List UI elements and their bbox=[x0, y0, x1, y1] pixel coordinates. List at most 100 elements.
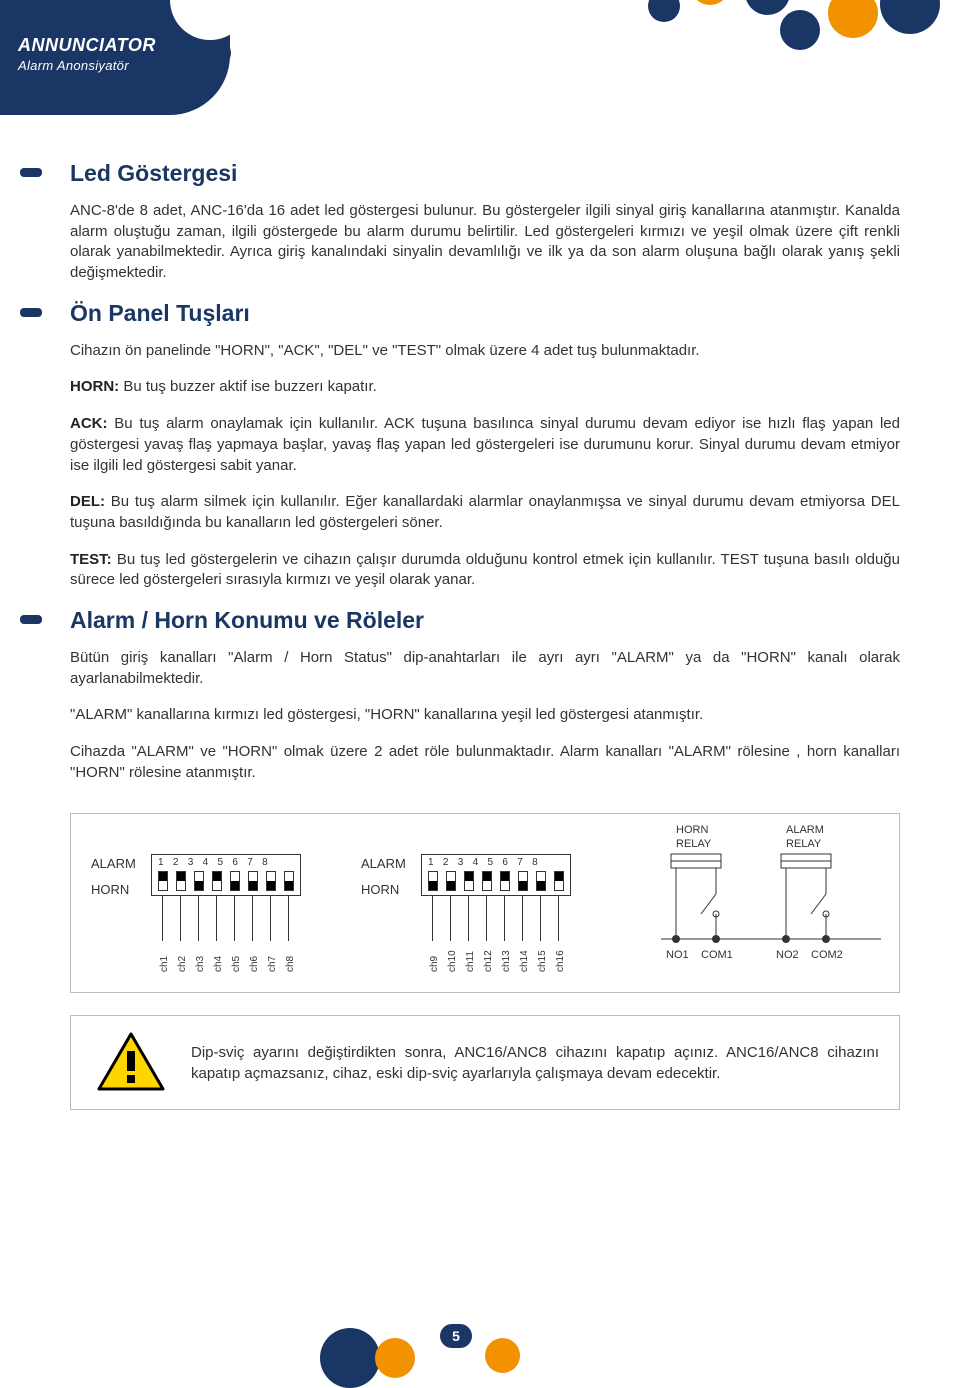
dip-alarm-label: ALARM bbox=[91, 856, 136, 871]
dip-switch bbox=[266, 871, 276, 891]
deco-dot bbox=[690, 0, 730, 5]
test-text: Bu tuş led göstergelerin ve cihazın çalı… bbox=[70, 551, 900, 589]
deco-dot bbox=[205, 40, 231, 66]
relay-para2: "ALARM" kanallarına kırmızı led gösterge… bbox=[70, 705, 900, 726]
ack-text: Bu tuş alarm onaylamak için kullanılır. … bbox=[70, 415, 900, 473]
panel-horn: HORN: Bu tuş buzzer aktif ise buzzerı ka… bbox=[70, 377, 900, 398]
relay-svg bbox=[661, 824, 881, 974]
relay-para1: Bütün giriş kanalları "Alarm / Horn Stat… bbox=[70, 648, 900, 689]
channel-pin bbox=[558, 896, 559, 941]
dip-switch bbox=[482, 871, 492, 891]
channel-label: ch11 bbox=[465, 942, 476, 972]
dip-switch bbox=[518, 871, 528, 891]
relay-schematic: HORN RELAY ALARM RELAY bbox=[661, 824, 881, 974]
channel-label: ch12 bbox=[483, 942, 494, 972]
channel-pin bbox=[234, 896, 235, 941]
section-panel: Ön Panel Tuşları bbox=[70, 300, 900, 327]
channel-pin bbox=[270, 896, 271, 941]
dip-switch bbox=[230, 871, 240, 891]
dip-alarm-label: ALARM bbox=[361, 856, 406, 871]
deco-dot bbox=[880, 0, 940, 34]
deco-dot bbox=[173, 95, 191, 113]
channel-label: ch5 bbox=[231, 942, 242, 972]
channel-label: ch8 bbox=[285, 942, 296, 972]
channel-label: ch13 bbox=[501, 942, 512, 972]
bullet-icon bbox=[20, 168, 42, 177]
dip-switch bbox=[428, 871, 438, 891]
test-label: TEST: bbox=[70, 551, 112, 568]
terminal-com2: COM2 bbox=[811, 949, 843, 961]
channel-pin bbox=[486, 896, 487, 941]
header-subtitle: Alarm Anonsiyatör bbox=[18, 58, 129, 73]
dip-switch bbox=[536, 871, 546, 891]
deco-dot bbox=[828, 0, 878, 38]
channel-pin bbox=[432, 896, 433, 941]
section-relay: Alarm / Horn Konumu ve Röleler bbox=[70, 607, 900, 634]
channel-pin bbox=[522, 896, 523, 941]
dip-numbers: 12345678 bbox=[158, 857, 277, 868]
dip-frame-1: 12345678 bbox=[151, 854, 301, 896]
dip-numbers: 12345678 bbox=[428, 857, 547, 868]
horn-text: Bu tuş buzzer aktif ise buzzerı kapatır. bbox=[119, 378, 377, 395]
led-para1: ANC-8'de 8 adet, ANC-16'da 16 adet led g… bbox=[70, 201, 900, 284]
channel-label: ch10 bbox=[447, 942, 458, 972]
dip-switch bbox=[284, 871, 294, 891]
dip-switch bbox=[464, 871, 474, 891]
channel-pin bbox=[468, 896, 469, 941]
deco-dot bbox=[320, 1328, 380, 1388]
bullet-icon bbox=[20, 308, 42, 317]
panel-del: DEL: Bu tuş alarm silmek için kullanılır… bbox=[70, 492, 900, 533]
channel-label: ch6 bbox=[249, 942, 260, 972]
deco-dot bbox=[648, 0, 680, 22]
channel-pin bbox=[180, 896, 181, 941]
channel-pin bbox=[450, 896, 451, 941]
dip-switch bbox=[212, 871, 222, 891]
deco-dot bbox=[780, 10, 820, 50]
dip-frame-2: 12345678 bbox=[421, 854, 571, 896]
channel-label: ch1 bbox=[159, 942, 170, 972]
relay-para3: Cihazda "ALARM" ve "HORN" olmak üzere 2 … bbox=[70, 742, 900, 783]
section-title-panel: Ön Panel Tuşları bbox=[70, 300, 900, 327]
channel-label: ch7 bbox=[267, 942, 278, 972]
dip-switch bbox=[176, 871, 186, 891]
del-label: DEL: bbox=[70, 493, 105, 510]
terminal-com1: COM1 bbox=[701, 949, 733, 961]
dip-switch bbox=[194, 871, 204, 891]
channel-pin bbox=[198, 896, 199, 941]
channel-label: ch15 bbox=[537, 942, 548, 972]
section-title-led: Led Göstergesi bbox=[70, 160, 900, 187]
terminal-no2: NO2 bbox=[776, 949, 799, 961]
deco-dot bbox=[193, 72, 215, 94]
channel-label: ch2 bbox=[177, 942, 188, 972]
dip-switch bbox=[500, 871, 510, 891]
del-text: Bu tuş alarm silmek için kullanılır. Eğe… bbox=[70, 493, 900, 531]
deco-dot bbox=[745, 0, 790, 15]
page-number: 5 bbox=[440, 1324, 472, 1348]
dip-horn-label: HORN bbox=[91, 882, 129, 897]
section-title-relay: Alarm / Horn Konumu ve Röleler bbox=[70, 607, 900, 634]
deco-dot bbox=[375, 1338, 415, 1378]
channel-label: ch16 bbox=[555, 942, 566, 972]
channel-label: ch14 bbox=[519, 942, 530, 972]
panel-intro: Cihazın ön panelinde "HORN", "ACK", "DEL… bbox=[70, 341, 900, 362]
channel-pin bbox=[216, 896, 217, 941]
section-led: Led Göstergesi bbox=[70, 160, 900, 187]
panel-test: TEST: Bu tuş led göstergelerin ve cihazı… bbox=[70, 550, 900, 591]
channel-pin bbox=[540, 896, 541, 941]
panel-ack: ACK: Bu tuş alarm onaylamak için kullanı… bbox=[70, 414, 900, 476]
warning-text: Dip-sviç ayarını değiştirdikten sonra, A… bbox=[191, 1042, 879, 1084]
channel-label: ch3 bbox=[195, 942, 206, 972]
dip-switch bbox=[158, 871, 168, 891]
page-content: Led Göstergesi ANC-8'de 8 adet, ANC-16'd… bbox=[70, 160, 900, 1110]
dip-horn-label: HORN bbox=[361, 882, 399, 897]
footer-deco bbox=[320, 1298, 520, 1358]
terminal-no1: NO1 bbox=[666, 949, 689, 961]
dip-switch bbox=[446, 871, 456, 891]
dip-switch bbox=[248, 871, 258, 891]
ack-label: ACK: bbox=[70, 415, 108, 432]
warning-box: Dip-sviç ayarını değiştirdikten sonra, A… bbox=[70, 1015, 900, 1110]
bullet-icon bbox=[20, 615, 42, 624]
channel-label: ch4 bbox=[213, 942, 224, 972]
dip-switch bbox=[554, 871, 564, 891]
header-title: ANNUNCIATOR bbox=[18, 35, 156, 56]
